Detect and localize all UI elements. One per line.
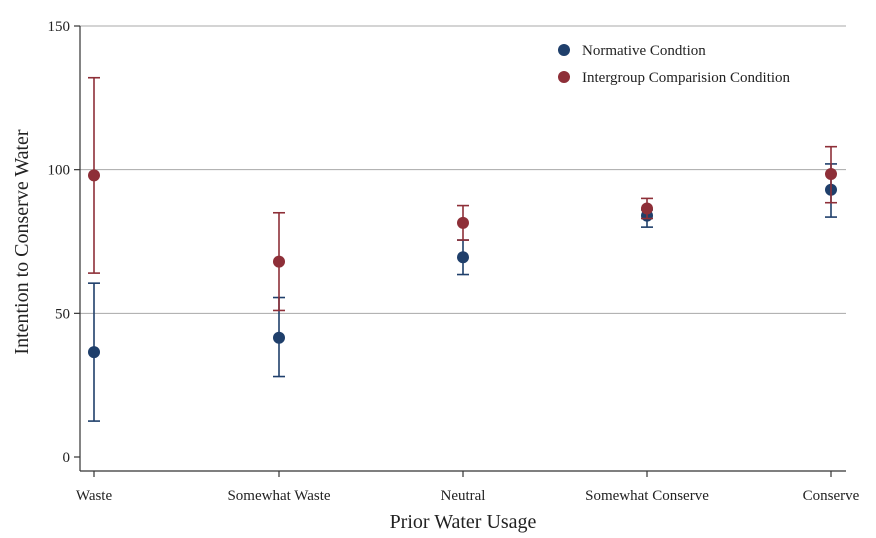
y-tick-label: 150 [48,19,71,35]
data-point [457,251,469,264]
legend-label: Intergroup Comparision Condition [582,70,791,86]
x-tick-label: Somewhat Conserve [585,488,709,504]
series-2 [88,76,837,312]
gridlines [80,25,846,314]
series-group [88,76,837,422]
x-axis-title: Prior Water Usage [390,511,537,533]
legend-label: Normative Condtion [582,43,706,59]
y-axis-title: Intention to Conserve Water [11,129,33,355]
data-point [273,255,285,268]
x-tick-label: Neutral [441,488,486,504]
data-point [457,216,469,229]
legend: Normative Condtion Intergroup Comparision… [558,43,791,86]
y-tick-label: 100 [48,163,71,179]
data-point [641,202,653,215]
data-point [88,346,100,359]
y-tick-label: 50 [55,306,70,322]
x-tick-label: Waste [76,488,113,504]
data-point [273,331,285,344]
legend-marker [558,44,570,56]
data-point [825,167,837,180]
legend-marker [558,71,570,83]
x-tick-label: Somewhat Waste [227,488,330,504]
series-1 [88,163,837,422]
y-tick-label: 0 [63,450,71,466]
x-tick-label: Conserve [803,488,860,504]
axes: 0 50 100 150 Waste Somewhat Waste Neutral Somew… [48,19,860,504]
data-point [88,169,100,182]
